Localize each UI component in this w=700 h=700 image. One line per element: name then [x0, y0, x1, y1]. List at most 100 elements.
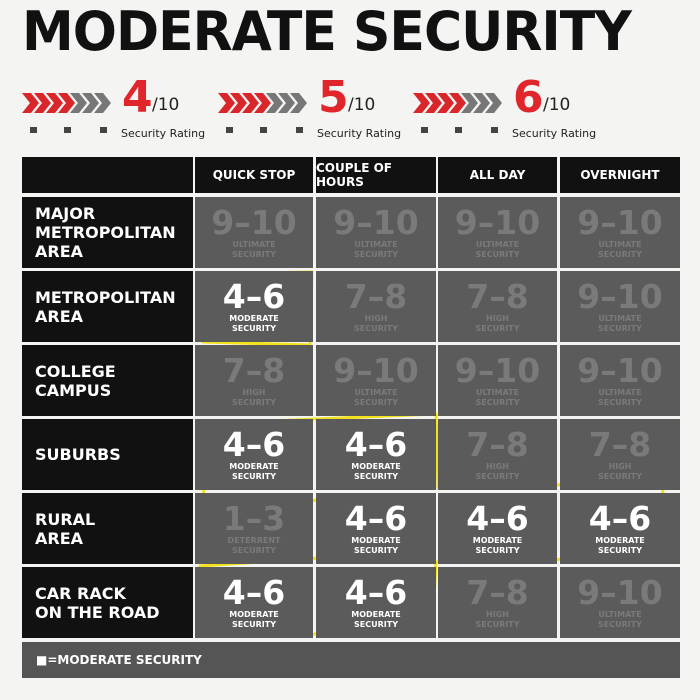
security-range: 9–10 [577, 350, 663, 390]
security-level: MODERATE SECURITY [229, 461, 279, 481]
chevron [82, 93, 99, 113]
security-level: ULTIMATE SECURITY [354, 387, 398, 407]
security-range: 4–6 [344, 498, 408, 538]
security-level: HIGH SECURITY [475, 609, 520, 629]
table-cell: 4–6 MODERATE SECURITY [195, 567, 313, 638]
security-range: 4–6 [222, 276, 286, 316]
rating-number: 4 [122, 72, 153, 123]
security-level: ULTIMATE SECURITY [598, 313, 642, 333]
security-range: 4–6 [588, 498, 652, 538]
chevron [58, 93, 75, 113]
chevron [94, 93, 111, 113]
table-cell: 7–8 HIGH SECURITY [316, 271, 436, 342]
table-cell: 9–10 ULTIMATE SECURITY [560, 271, 680, 342]
security-level: HIGH SECURITY [475, 461, 520, 481]
table-cell: 4–6 MODERATE SECURITY [316, 567, 436, 638]
table-cell: 4–6 MODERATE SECURITY [316, 493, 436, 564]
legend: ■=MODERATE SECURITY [22, 642, 680, 678]
lock-icon [421, 127, 428, 133]
security-range: 9–10 [333, 350, 419, 390]
lock-icon [64, 127, 71, 133]
table-cell: 4–6 MODERATE SECURITY [560, 493, 680, 564]
chevron [70, 93, 87, 113]
security-range: 9–10 [577, 572, 663, 612]
table-cell: 7–8 HIGH SECURITY [560, 419, 680, 490]
chevron [461, 93, 478, 113]
security-range: 7–8 [344, 276, 408, 316]
row-label: RURAL AREA [22, 493, 193, 564]
rating-scale: /10 [152, 95, 180, 115]
security-level: HIGH SECURITY [232, 387, 276, 407]
table-cell: 4–6 MODERATE SECURITY [316, 419, 436, 490]
column-header: QUICK STOP [195, 157, 313, 193]
table-cell: 9–10 ULTIMATE SECURITY [560, 197, 680, 268]
security-level: MODERATE SECURITY [351, 461, 401, 481]
security-level: MODERATE SECURITY [351, 535, 401, 555]
security-level: HIGH SECURITY [475, 313, 520, 333]
chevron [34, 93, 51, 113]
security-range: 4–6 [344, 424, 408, 464]
security-range: 7–8 [466, 572, 529, 612]
table-cell: 9–10 ULTIMATE SECURITY [316, 345, 436, 416]
table-cell: 7–8 HIGH SECURITY [438, 271, 557, 342]
lock-icon [226, 127, 233, 133]
rating-label: Security Rating [317, 127, 402, 140]
lock-icon [296, 127, 303, 133]
table-cell: 9–10 ULTIMATE SECURITY [560, 345, 680, 416]
table-cell: 7–8 HIGH SECURITY [195, 345, 313, 416]
table-cell: 9–10 ULTIMATE SECURITY [438, 345, 557, 416]
rating-scale: /10 [348, 95, 376, 115]
chevron [266, 93, 283, 113]
table-cell: 9–10 ULTIMATE SECURITY [560, 567, 680, 638]
security-range: 4–6 [222, 572, 286, 612]
chevron [473, 93, 490, 113]
security-range: 9–10 [577, 276, 663, 316]
security-level: DETERRENT SECURITY [227, 535, 281, 555]
column-header: ALL DAY [438, 157, 557, 193]
lock-icon [455, 127, 462, 133]
security-level: ULTIMATE SECURITY [598, 239, 642, 259]
security-range: 4–6 [222, 424, 286, 464]
rating-icons [22, 93, 502, 133]
security-range: 9–10 [454, 202, 541, 242]
column-header: COUPLE OF HOURS [316, 157, 436, 193]
lock-icon [260, 127, 267, 133]
row-label: COLLEGE CAMPUS [22, 345, 193, 416]
security-level: ULTIMATE SECURITY [598, 609, 642, 629]
security-range: 9–10 [454, 350, 541, 390]
row-label: CAR RACK ON THE ROAD [22, 567, 193, 638]
chevron [437, 93, 454, 113]
rating-scale: /10 [543, 95, 571, 115]
table-cell: 4–6 MODERATE SECURITY [438, 493, 557, 564]
security-range: 7–8 [466, 276, 529, 316]
chevron [413, 93, 430, 113]
security-level: MODERATE SECURITY [229, 313, 279, 333]
security-range: 7–8 [466, 424, 529, 464]
rating-number: 6 [513, 72, 544, 123]
title: MODERATE SECURITY [22, 0, 632, 64]
lock-icon [30, 127, 37, 133]
table-cell: 7–8 HIGH SECURITY [438, 567, 557, 638]
security-range: 9–10 [211, 202, 297, 242]
rating-label: Security Rating [121, 127, 206, 140]
chevron [290, 93, 307, 113]
chevron [485, 93, 502, 113]
security-level: HIGH SECURITY [354, 313, 398, 333]
chevron [230, 93, 247, 113]
lock-icon [100, 127, 107, 133]
security-level: ULTIMATE SECURITY [598, 387, 642, 407]
chevron [254, 93, 271, 113]
chevron [425, 93, 442, 113]
security-level: MODERATE SECURITY [595, 535, 645, 555]
row-label: METROPOLITAN AREA [22, 271, 193, 342]
table-cell: 9–10 ULTIMATE SECURITY [316, 197, 436, 268]
chevron [218, 93, 235, 113]
lock-icon [491, 127, 498, 133]
chevron [449, 93, 466, 113]
row-label: MAJOR METROPOLITAN AREA [22, 197, 193, 268]
security-level: HIGH SECURITY [598, 461, 642, 481]
rating-label: Security Rating [512, 127, 597, 140]
security-level: MODERATE SECURITY [351, 609, 401, 629]
security-range: 4–6 [344, 572, 408, 612]
